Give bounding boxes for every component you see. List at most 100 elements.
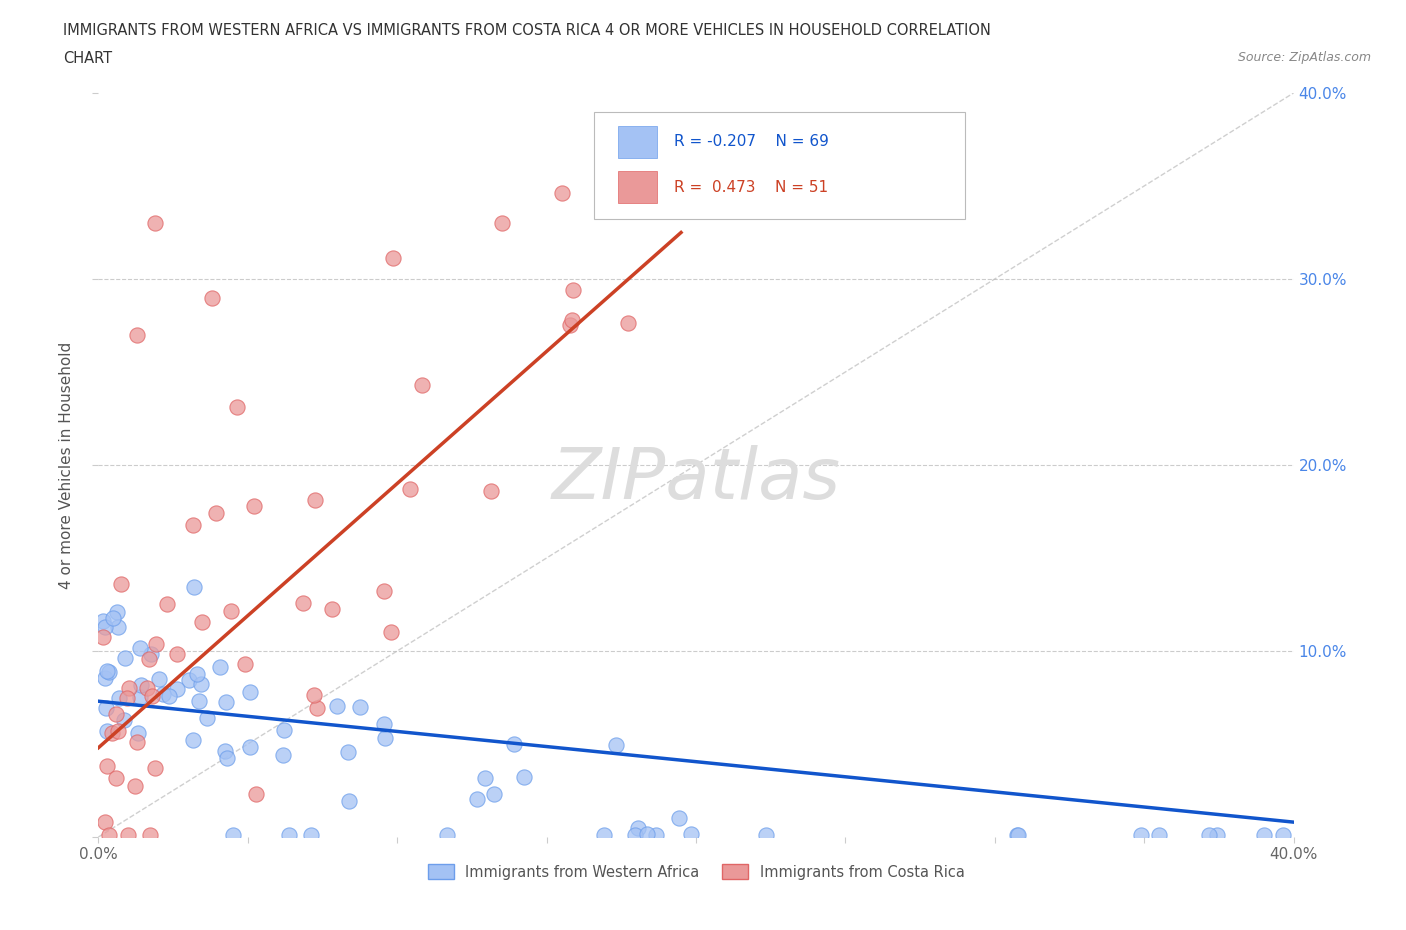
Point [562, 283, 585, 298]
Point [373, 583, 395, 598]
Point [1198, 828, 1220, 843]
Point [605, 737, 627, 752]
Point [101, 725, 124, 740]
Point [245, 787, 267, 802]
Point [118, 681, 141, 696]
Point [326, 698, 349, 713]
Point [104, 707, 127, 722]
Point [96, 759, 118, 774]
Point [156, 596, 179, 611]
FancyBboxPatch shape [619, 126, 657, 157]
Text: R =  0.473    N = 51: R = 0.473 N = 51 [675, 179, 828, 194]
Text: CHART: CHART [63, 51, 112, 66]
Point [215, 694, 238, 709]
Point [292, 595, 315, 610]
Point [219, 604, 242, 618]
Point [128, 640, 150, 655]
Point [623, 828, 645, 843]
Point [148, 672, 170, 687]
Point [239, 740, 262, 755]
Point [181, 733, 204, 748]
Point [143, 216, 166, 231]
Point [96, 664, 118, 679]
Point [183, 579, 205, 594]
Point [302, 687, 325, 702]
Point [112, 713, 135, 728]
Point [114, 651, 136, 666]
Point [139, 828, 162, 843]
Point [411, 378, 433, 392]
Point [305, 701, 328, 716]
Point [94, 619, 117, 634]
Point [336, 744, 359, 759]
Point [627, 820, 650, 835]
Point [157, 688, 180, 703]
Point [479, 484, 502, 498]
Point [96, 724, 118, 738]
Point [124, 778, 146, 793]
Point [616, 315, 638, 330]
Point [94, 815, 117, 830]
Point [145, 637, 167, 652]
Text: Source: ZipAtlas.com: Source: ZipAtlas.com [1237, 51, 1371, 64]
Point [186, 667, 208, 682]
Point [191, 615, 214, 630]
Point [125, 735, 148, 750]
Point [127, 726, 149, 741]
Point [1206, 828, 1229, 843]
Point [190, 676, 212, 691]
Point [1272, 828, 1295, 843]
Point [107, 619, 129, 634]
Point [105, 604, 128, 619]
Point [233, 657, 256, 671]
Point [141, 689, 163, 704]
Point [399, 481, 422, 496]
Point [141, 646, 163, 661]
Point [242, 498, 264, 513]
Point [755, 828, 778, 843]
Point [679, 827, 702, 842]
Point [214, 743, 236, 758]
Point [467, 791, 489, 806]
Point [107, 724, 129, 738]
Point [117, 828, 139, 843]
Point [373, 716, 395, 731]
Point [706, 123, 728, 138]
Point [103, 611, 125, 626]
Point [143, 760, 166, 775]
Point [127, 327, 149, 342]
Point [239, 684, 262, 699]
Point [110, 577, 132, 591]
FancyBboxPatch shape [595, 112, 965, 219]
Point [374, 730, 396, 745]
Point [136, 681, 159, 696]
Point [1253, 828, 1275, 843]
Point [561, 312, 583, 327]
Text: ZIPatlas: ZIPatlas [551, 445, 841, 514]
Point [349, 699, 371, 714]
Point [94, 700, 117, 715]
Point [187, 694, 209, 709]
Point [129, 677, 152, 692]
Point [593, 828, 616, 843]
Point [513, 770, 536, 785]
Point [217, 751, 239, 765]
Point [503, 737, 526, 751]
Point [491, 216, 513, 231]
Point [208, 659, 231, 674]
Point [560, 317, 582, 332]
Point [1005, 828, 1028, 843]
Point [129, 690, 152, 705]
Point [108, 690, 131, 705]
Point [551, 185, 574, 200]
Text: IMMIGRANTS FROM WESTERN AFRICA VS IMMIGRANTS FROM COSTA RICA 4 OR MORE VEHICLES : IMMIGRANTS FROM WESTERN AFRICA VS IMMIGR… [63, 23, 991, 38]
Point [195, 711, 218, 725]
Point [97, 665, 120, 680]
Point [273, 723, 295, 737]
Point [177, 672, 200, 687]
Point [1007, 828, 1029, 843]
Point [166, 682, 188, 697]
FancyBboxPatch shape [619, 171, 657, 203]
Point [98, 828, 121, 843]
Point [474, 770, 496, 785]
